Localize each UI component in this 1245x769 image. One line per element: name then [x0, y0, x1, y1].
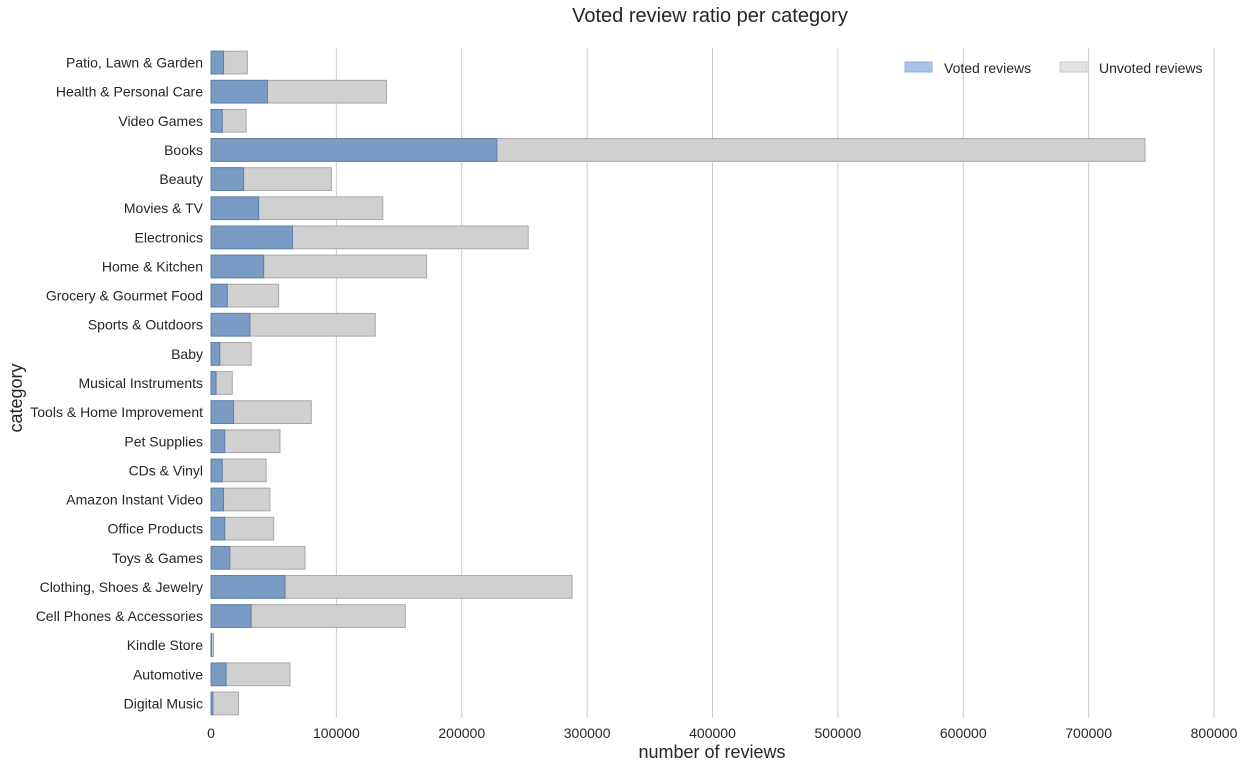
category-label: Cell Phones & Accessories — [36, 608, 203, 624]
legend-label-unvoted: Unvoted reviews — [1099, 60, 1203, 76]
category-label: Beauty — [159, 171, 203, 187]
bar-voted — [210, 167, 245, 191]
category-label: CDs & Vinyl — [129, 462, 203, 478]
bar-voted — [210, 575, 286, 599]
bar-voted — [210, 545, 231, 570]
legend: Voted reviews Unvoted reviews — [904, 60, 1203, 76]
bar-voted — [210, 254, 265, 279]
bar-voted — [210, 138, 498, 162]
category-label: Toys & Games — [112, 550, 203, 566]
category-label: Grocery & Gourmet Food — [46, 288, 203, 304]
bar-voted — [210, 342, 221, 366]
x-axis-label: number of reviews — [638, 742, 785, 762]
category-label: Home & Kitchen — [102, 258, 203, 274]
bar-voted — [210, 429, 226, 454]
bar-voted — [210, 312, 251, 337]
bar-unvoted — [210, 691, 240, 716]
bar-voted — [210, 604, 252, 628]
category-tick-labels: Patio, Lawn & Garden Health & Personal Ca… — [30, 55, 203, 712]
category-label: Amazon Instant Video — [66, 492, 203, 508]
x-tick-label: 200000 — [438, 725, 485, 741]
bar-voted — [210, 79, 268, 104]
x-tick-labels: 0 100000 200000 300000 400000 500000 600000 700… — [207, 725, 1237, 741]
category-label: Sports & Outdoors — [88, 317, 203, 333]
bar-voted — [210, 196, 260, 221]
x-tick-label: 300000 — [564, 725, 611, 741]
bar-voted — [210, 662, 227, 687]
category-label: Health & Personal Care — [56, 84, 203, 100]
y-axis-label: category — [6, 363, 26, 432]
x-tick-label: 800000 — [1191, 725, 1238, 741]
category-label: Office Products — [108, 521, 203, 537]
category-label: Automotive — [133, 666, 203, 682]
bar-voted — [210, 458, 223, 483]
category-label: Tools & Home Improvement — [30, 404, 203, 420]
legend-swatch-unvoted — [1059, 61, 1088, 73]
category-label: Electronics — [135, 229, 203, 245]
legend-swatch-voted — [904, 61, 933, 73]
category-label: Baby — [171, 346, 203, 362]
bar-voted — [210, 633, 213, 658]
category-label: Clothing, Shoes & Jewelry — [40, 579, 203, 595]
x-tick-label: 700000 — [1065, 725, 1112, 741]
category-label: Patio, Lawn & Garden — [66, 55, 203, 71]
category-label: Movies & TV — [124, 200, 204, 216]
category-label: Digital Music — [124, 695, 203, 711]
bar-voted — [210, 691, 214, 716]
bar-voted — [210, 225, 293, 250]
legend-label-voted: Voted reviews — [944, 60, 1031, 76]
x-tick-label: 600000 — [940, 725, 987, 741]
category-label: Video Games — [118, 113, 203, 129]
x-tick-label: 500000 — [815, 725, 862, 741]
x-tick-label: 100000 — [313, 725, 360, 741]
bar-voted — [210, 400, 235, 424]
bar-voted — [210, 50, 225, 75]
category-label: Musical Instruments — [79, 375, 203, 391]
bar-voted — [210, 516, 226, 541]
category-label: Pet Supplies — [124, 433, 203, 449]
category-label: Kindle Store — [127, 637, 203, 653]
chart-title: Voted review ratio per category — [572, 5, 848, 27]
bar-voted — [210, 108, 223, 133]
x-tick-label: 0 — [207, 725, 215, 741]
bar-voted — [210, 487, 225, 512]
x-tick-label: 400000 — [689, 725, 736, 741]
category-label: Books — [164, 142, 203, 158]
bar-voted — [210, 283, 228, 308]
voted-bars — [210, 50, 498, 716]
bar-voted — [210, 371, 217, 395]
